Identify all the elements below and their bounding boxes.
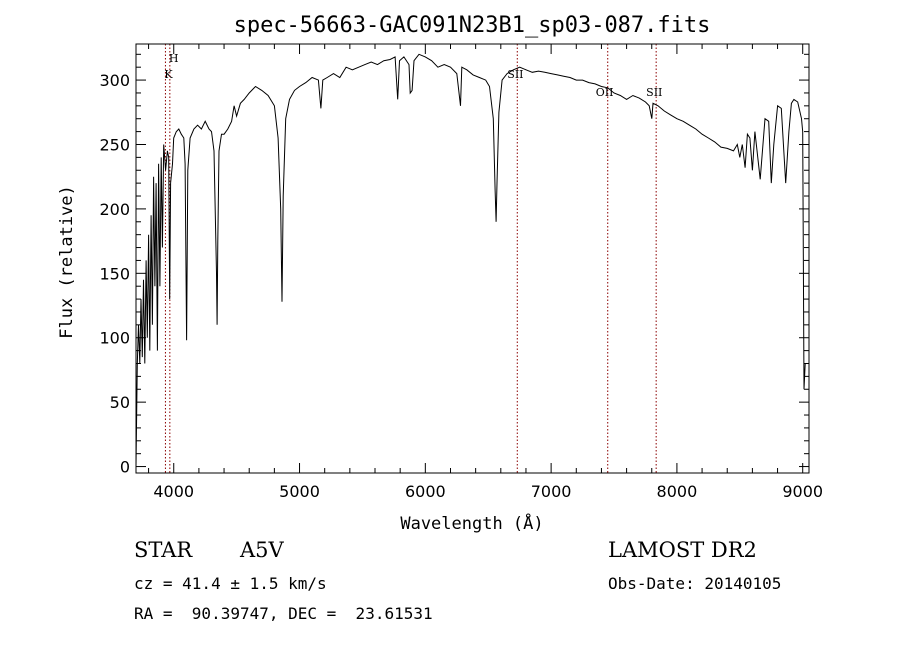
x-tick-label: 6000: [405, 482, 446, 501]
spectrum-line: [135, 53, 806, 467]
y-tick-label: 300: [99, 71, 130, 90]
plot-frame: [135, 43, 810, 474]
x-tick-label: 9000: [782, 482, 823, 501]
y-tick-label: 200: [99, 200, 130, 219]
spectral-line-label: H: [169, 52, 179, 65]
x-axis-label: Wavelength (Å): [400, 512, 543, 534]
spectral-line-label: OII: [596, 86, 614, 99]
observation-date: Obs-Date: 20140105: [608, 574, 782, 593]
x-tick-label: 5000: [279, 482, 320, 501]
y-tick-label: 150: [99, 264, 130, 283]
redshift-velocity: cz = 41.4 ± 1.5 km/s: [134, 574, 327, 593]
y-axis-label: Flux (relative): [57, 185, 77, 339]
spectral-line-label: SII: [507, 68, 523, 81]
object-class: STAR: [134, 538, 193, 562]
x-axis: 4000 5000 6000 7000 8000 9000: [148, 44, 823, 501]
object-subclass: A5V: [240, 538, 284, 562]
x-tick-label: 8000: [657, 482, 698, 501]
chart-title: spec-56663-GAC091N23B1_sp03-087.fits: [234, 13, 711, 38]
x-tick-label: 4000: [153, 482, 194, 501]
y-tick-label: 0: [120, 458, 130, 477]
coordinates: RA = 90.39747, DEC = 23.61531: [134, 604, 433, 623]
spectral-line-label: SII: [646, 86, 662, 99]
survey-name: LAMOST DR2: [608, 538, 757, 562]
y-axis: 0 50 100 150 200 250 300: [99, 53, 809, 477]
y-tick-label: 100: [99, 329, 130, 348]
y-tick-label: 50: [110, 393, 130, 412]
y-tick-label: 250: [99, 135, 130, 154]
spectral-line-label: K: [164, 68, 173, 81]
x-tick-label: 7000: [531, 482, 572, 501]
